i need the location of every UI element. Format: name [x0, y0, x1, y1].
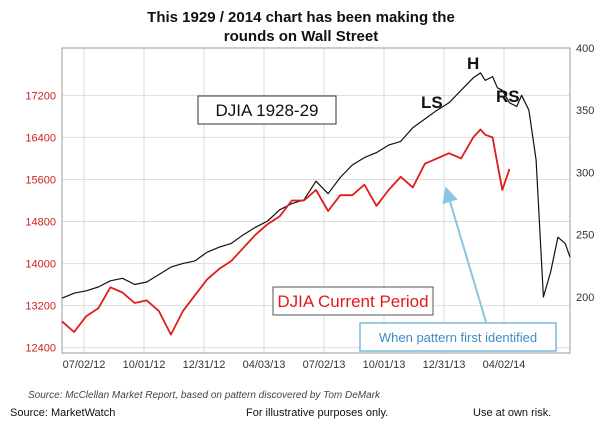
x-axis-tick-label: 07/02/12 — [63, 359, 106, 371]
left-axis-tick-label: 14000 — [25, 259, 56, 271]
chart-title-line-2: rounds on Wall Street — [223, 28, 379, 45]
chart-title-line-1: This 1929 / 2014 chart has been making t… — [147, 9, 455, 26]
footer-source: Source: MarketWatch — [10, 407, 116, 419]
footer-risk-note: Use at own risk. — [473, 407, 552, 419]
x-axis-tick-label: 04/02/14 — [483, 359, 526, 371]
right-axis-tick-label: 250 — [576, 230, 594, 242]
left-axis-tick-label: 13200 — [25, 301, 56, 313]
right-axis-tick-label: 350 — [576, 105, 594, 117]
chart-title: This 1929 / 2014 chart has been making t… — [0, 8, 602, 46]
callout-text: When pattern first identified — [379, 330, 537, 345]
x-axis-tick-label: 07/02/13 — [303, 359, 346, 371]
axes: 12400 13200 14000 14800 15600 16400 17200 200 25… — [25, 43, 594, 371]
right-axis-tick-label: 400 — [576, 43, 594, 55]
callout-box — [359, 322, 557, 352]
legend-box-1928 — [197, 95, 337, 125]
left-axis-tick-label: 14800 — [25, 217, 56, 229]
left-axis-tick-label: 16400 — [25, 132, 56, 144]
legend-label-1928: DJIA 1928-29 — [197, 95, 337, 125]
annotation-head: H — [467, 54, 479, 73]
left-axis-tick-label: 17200 — [25, 90, 56, 102]
legend-text-current: DJIA Current Period — [277, 292, 428, 311]
right-axis-tick-label: 200 — [576, 292, 594, 304]
series-line-1928 — [61, 72, 571, 299]
footer-disclaimer: For illustrative purposes only. — [246, 407, 389, 419]
series-line-current — [61, 128, 511, 336]
annotation-right-shoulder: RS — [496, 87, 520, 106]
legend-box-current — [272, 286, 434, 316]
plot-frame — [61, 47, 571, 354]
x-axis-tick-label: 12/31/12 — [183, 359, 226, 371]
x-axis-tick-label: 12/31/13 — [423, 359, 466, 371]
x-axis-tick-label: 10/01/13 — [363, 359, 406, 371]
x-axis-tick-label: 04/03/13 — [243, 359, 286, 371]
right-axis-tick-label: 300 — [576, 167, 594, 179]
legend-label-current: DJIA Current Period — [272, 286, 434, 316]
source-note: Source: McClellan Market Report, based o… — [28, 390, 381, 401]
left-axis-tick-label: 15600 — [25, 174, 56, 186]
x-axis-tick-label: 10/01/12 — [123, 359, 166, 371]
annotation-left-shoulder: LS — [421, 93, 443, 112]
callout-arrow — [442, 186, 487, 323]
callout-pattern-identified: When pattern first identified — [359, 322, 557, 352]
left-axis-tick-label: 12400 — [25, 343, 56, 355]
series-lines — [61, 72, 571, 336]
legend-text-1928: DJIA 1928-29 — [215, 101, 318, 120]
